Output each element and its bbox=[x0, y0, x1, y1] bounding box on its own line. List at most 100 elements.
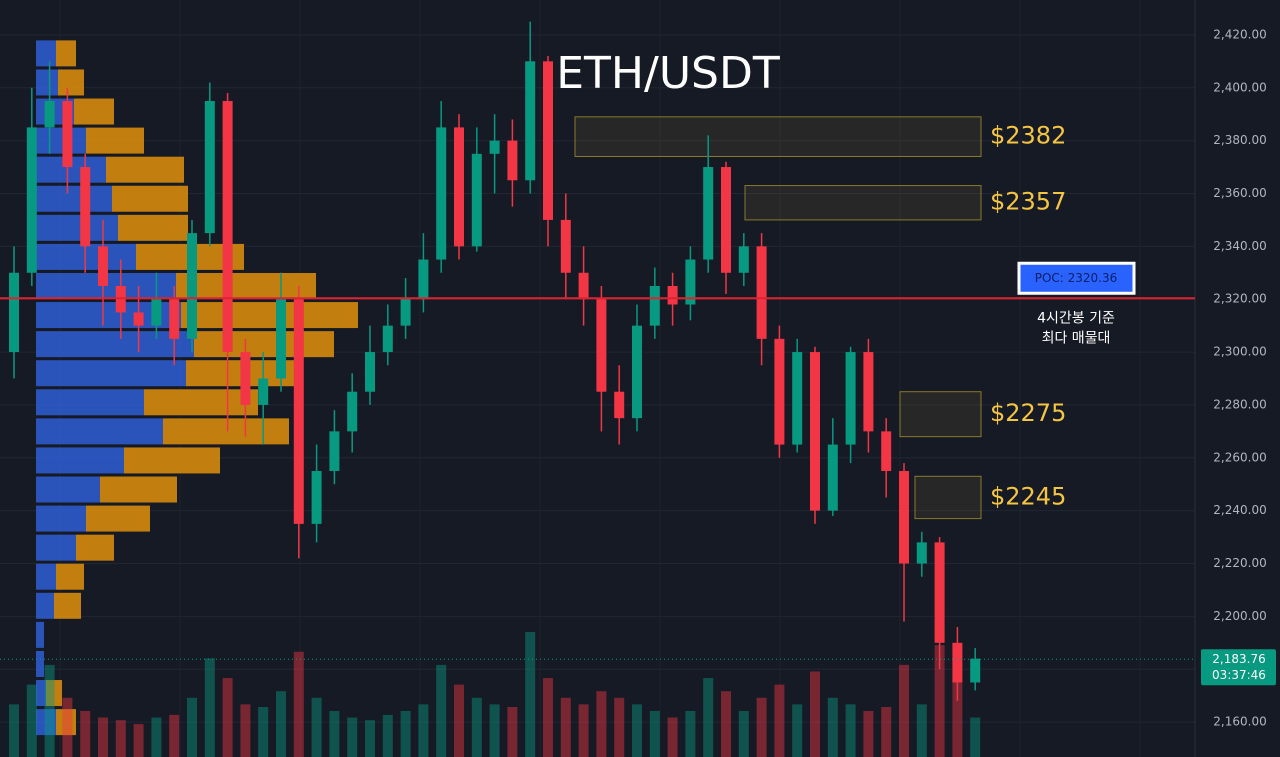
profile-sell bbox=[118, 214, 188, 241]
profile-sell bbox=[86, 127, 144, 154]
profile-buy bbox=[36, 243, 136, 270]
last-price-tag bbox=[1201, 649, 1276, 686]
profile-sell bbox=[181, 302, 358, 329]
profile-sell bbox=[112, 185, 188, 212]
candle-body bbox=[80, 167, 91, 247]
candle-body bbox=[578, 272, 589, 300]
candle-body bbox=[970, 658, 981, 683]
candle-body bbox=[916, 542, 927, 564]
candle-body bbox=[151, 299, 162, 326]
profile-sell bbox=[194, 331, 334, 358]
candle-body bbox=[738, 246, 749, 273]
y-tick-label: 2,360.00 bbox=[1213, 186, 1266, 200]
candle-body bbox=[400, 299, 411, 326]
volume-bar bbox=[703, 678, 714, 757]
candle-body bbox=[721, 167, 731, 273]
level-zone bbox=[574, 116, 982, 157]
volume-bar bbox=[133, 724, 144, 757]
chart-title: ETH/USDT bbox=[556, 48, 780, 99]
candle-body bbox=[685, 259, 696, 305]
volume-bar bbox=[916, 704, 927, 757]
candle-body bbox=[240, 352, 251, 405]
profile-buy bbox=[36, 563, 56, 590]
profile-sell bbox=[76, 534, 114, 561]
level-zone bbox=[744, 185, 982, 221]
candle-body bbox=[525, 61, 536, 181]
volume-bar bbox=[80, 710, 91, 757]
volume-bar bbox=[311, 697, 322, 757]
profile-sell bbox=[100, 476, 177, 503]
volume-bar bbox=[810, 671, 820, 757]
profile-buy bbox=[36, 534, 76, 561]
profile-sell bbox=[54, 592, 81, 619]
candle-body bbox=[543, 61, 553, 220]
volume-bar bbox=[347, 717, 358, 757]
volume-bar bbox=[774, 684, 785, 757]
profile-sell bbox=[176, 272, 316, 299]
volume-bar bbox=[26, 684, 37, 757]
candle-body bbox=[471, 153, 482, 247]
profile-sell bbox=[56, 709, 76, 736]
profile-buy bbox=[36, 214, 118, 241]
profile-buy bbox=[36, 709, 56, 736]
candle-body bbox=[934, 542, 945, 643]
poc-label: POC: 2320.36 bbox=[1035, 271, 1118, 285]
candle-body bbox=[667, 285, 678, 305]
profile-sell bbox=[86, 505, 150, 532]
profile-sell bbox=[56, 40, 76, 67]
volume-bar bbox=[489, 704, 500, 757]
candle-body bbox=[9, 272, 19, 353]
volume-bar bbox=[204, 658, 215, 757]
volume-bar bbox=[115, 720, 126, 757]
candle-body bbox=[418, 259, 429, 300]
volume-bar bbox=[863, 710, 874, 757]
volume-bar bbox=[685, 710, 696, 757]
profile-buy bbox=[36, 360, 186, 387]
candle-body bbox=[276, 299, 286, 379]
candle-body bbox=[365, 352, 375, 392]
volume-bar bbox=[365, 720, 375, 757]
candle-body bbox=[311, 471, 322, 524]
volume-bar bbox=[649, 710, 660, 757]
volume-bar bbox=[952, 678, 963, 757]
countdown: 03:37:46 bbox=[1212, 668, 1266, 682]
candle-body bbox=[507, 140, 518, 181]
last-price-label: 2,183.76 bbox=[1212, 652, 1265, 666]
candle-body bbox=[632, 325, 642, 419]
volume-bar bbox=[222, 678, 233, 757]
candle-body bbox=[560, 219, 571, 273]
y-tick-label: 2,340.00 bbox=[1213, 239, 1266, 253]
volume-bar bbox=[881, 707, 892, 757]
candle-body bbox=[827, 444, 838, 511]
volume-bar bbox=[436, 664, 447, 757]
volume-bar bbox=[792, 704, 803, 757]
volume-bar bbox=[62, 697, 73, 757]
candle-body bbox=[169, 299, 180, 339]
poc-box bbox=[1017, 261, 1136, 295]
candle-body bbox=[44, 100, 55, 128]
volume-bar bbox=[418, 704, 429, 757]
candle-body bbox=[614, 391, 625, 419]
y-tick-label: 2,260.00 bbox=[1213, 450, 1266, 464]
poc-note: 4시간봉 기준 bbox=[1037, 310, 1115, 326]
volume-bar bbox=[151, 717, 162, 757]
candle-body bbox=[649, 285, 660, 326]
candle-body bbox=[187, 233, 197, 339]
volume-bar bbox=[756, 697, 767, 757]
candle-body bbox=[792, 352, 803, 445]
volume-bar bbox=[240, 704, 251, 757]
level-label: $2245 bbox=[990, 482, 1066, 510]
candle-body bbox=[489, 140, 500, 154]
volume-bar bbox=[845, 704, 856, 757]
volume-bar bbox=[667, 717, 678, 757]
candle-body bbox=[899, 471, 909, 564]
volume-bar bbox=[525, 632, 536, 757]
y-tick-label: 2,300.00 bbox=[1213, 345, 1266, 359]
volume-bar bbox=[276, 691, 286, 757]
candle-body bbox=[222, 100, 233, 353]
candle-body bbox=[133, 312, 144, 326]
y-tick-label: 2,200.00 bbox=[1213, 609, 1266, 623]
volume-bar bbox=[721, 691, 731, 757]
y-tick-label: 2,400.00 bbox=[1213, 80, 1266, 94]
candle-body bbox=[810, 352, 820, 511]
